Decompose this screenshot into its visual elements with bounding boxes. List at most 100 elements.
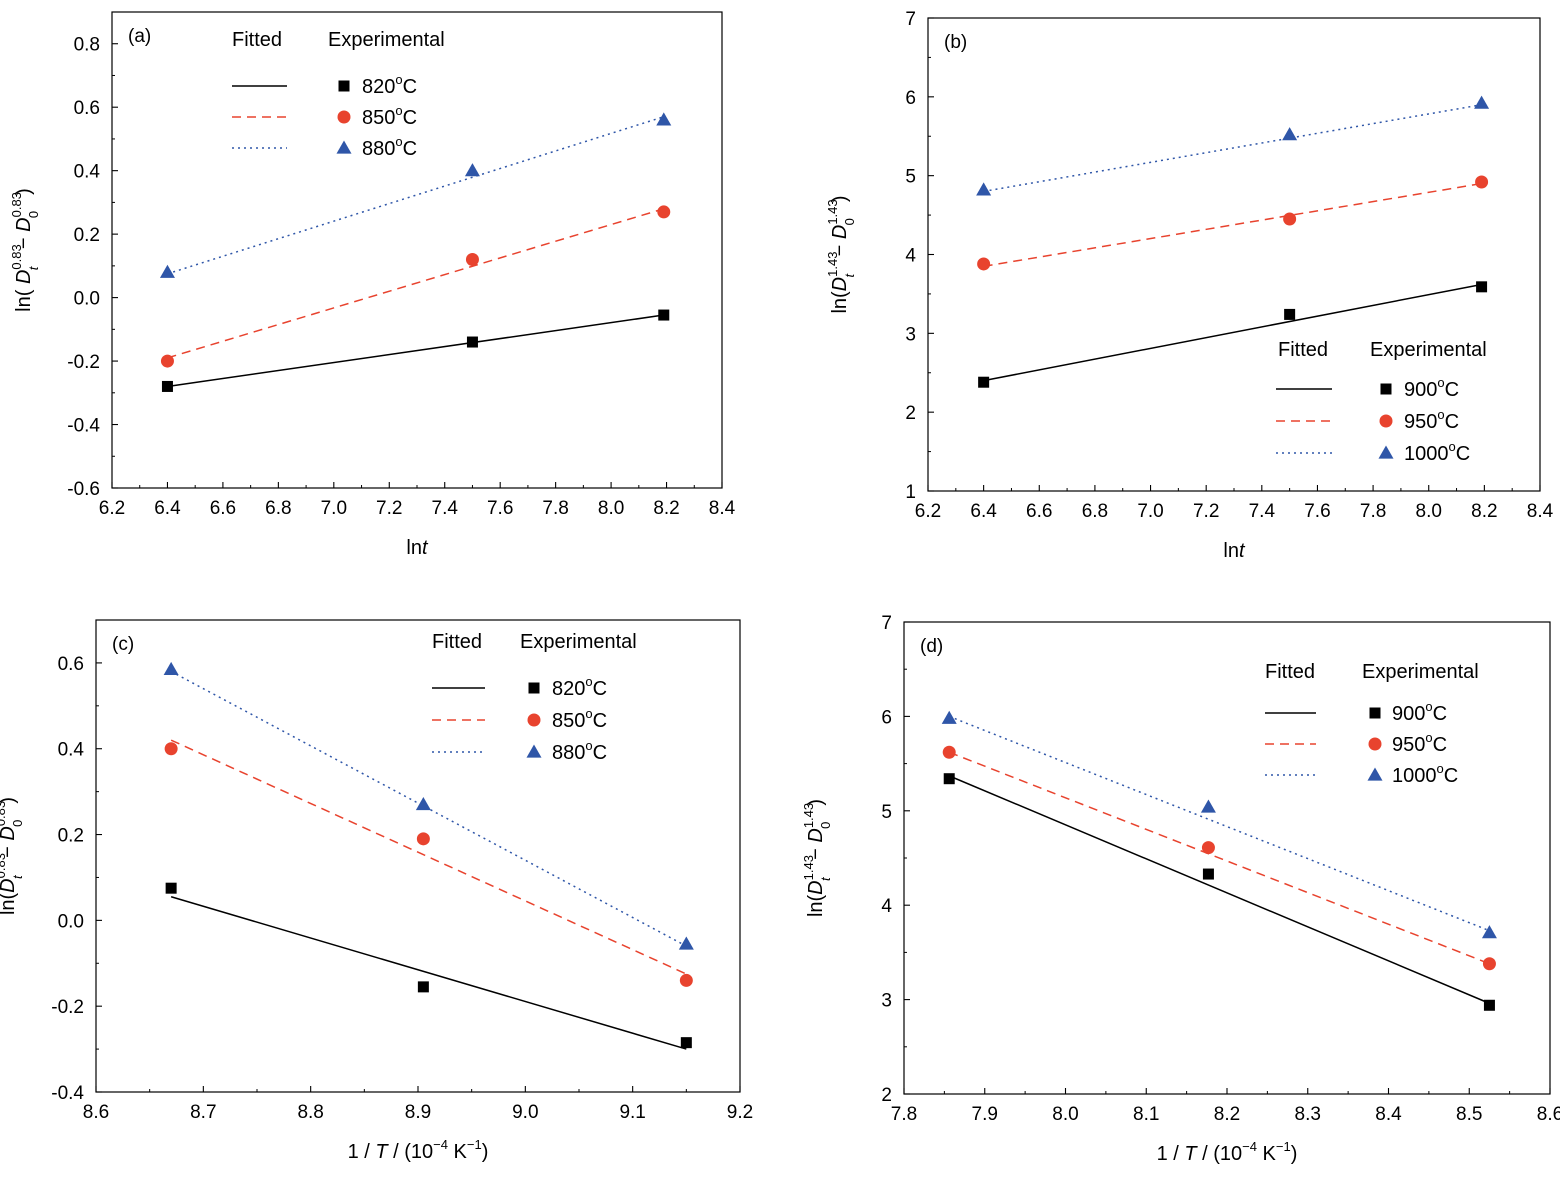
legend-marker-850 [337, 110, 351, 124]
data-point-950 [1475, 175, 1489, 189]
legend-label-850: 850oC [552, 706, 607, 732]
data-point-880 [159, 264, 175, 278]
data-point-1000 [1282, 127, 1298, 141]
data-point-1000 [976, 182, 992, 196]
x-tick-label: 6.6 [1026, 501, 1052, 522]
data-point-950 [942, 745, 956, 759]
x-tick-label: 7.0 [1137, 501, 1163, 522]
legend-marker-900 [1380, 383, 1392, 395]
data-point-1000 [1474, 95, 1490, 109]
x-tick-label: 7.2 [1193, 501, 1219, 522]
y-tick-label: 7 [905, 9, 916, 30]
panel-label: (c) [112, 634, 134, 655]
y-tick-label: 1 [905, 482, 916, 503]
y-axis-label: ln( D0.83 t − D0.83 0) [9, 188, 41, 312]
legend-marker-820 [528, 682, 540, 694]
x-tick-label: 6.6 [210, 498, 236, 519]
legend-marker-950 [1368, 737, 1382, 751]
legend-marker-820 [338, 80, 350, 92]
fitted-line-820 [167, 314, 664, 388]
y-tick-label: 2 [905, 403, 916, 424]
data-point-1000 [941, 710, 957, 724]
data-point-820 [417, 981, 429, 993]
data-point-900 [1202, 868, 1214, 880]
legend-marker-850 [527, 713, 541, 727]
fitted-line-820 [170, 896, 687, 1050]
x-axis-label: lnt [406, 537, 429, 559]
data-point-880 [415, 797, 431, 811]
fitted-line-1000 [948, 715, 1490, 932]
data-point-950 [1201, 841, 1215, 855]
x-tick-label: 8.0 [1052, 1104, 1078, 1125]
legend-marker-950 [1379, 414, 1393, 428]
legend-marker-880 [336, 140, 352, 154]
y-tick-label: 3 [905, 324, 916, 345]
data-point-900 [943, 773, 955, 785]
data-point-850 [657, 205, 671, 219]
y-tick-label: 0.0 [58, 911, 84, 932]
x-axis-label: lnt [1223, 540, 1246, 562]
data-point-900 [978, 376, 990, 388]
plot-frame [95, 619, 741, 1093]
fitted-line-950 [983, 182, 1482, 268]
data-point-850 [416, 832, 430, 846]
panel-label: (d) [920, 636, 943, 657]
x-tick-label: 7.9 [972, 1104, 998, 1125]
x-tick-label: 6.2 [99, 498, 125, 519]
data-point-850 [679, 973, 693, 987]
legend-label-950: 950oC [1392, 730, 1447, 756]
x-tick-label: 8.0 [1416, 501, 1442, 522]
panel-label: (b) [944, 32, 967, 53]
x-tick-label: 8.4 [1527, 501, 1554, 522]
y-tick-label: 0.8 [74, 35, 100, 56]
data-point-950 [1283, 212, 1297, 226]
data-point-850 [465, 253, 479, 267]
data-point-820 [165, 882, 177, 894]
legend-fitted-header: Fitted [1278, 339, 1328, 361]
y-tick-label: 6 [881, 707, 892, 728]
legend-fitted-header: Fitted [1265, 661, 1315, 683]
data-point-880 [656, 112, 672, 126]
y-tick-label: -0.2 [51, 997, 84, 1018]
legend-experimental-header: Experimental [328, 29, 445, 51]
x-tick-label: 8.8 [297, 1102, 323, 1123]
y-tick-label: -0.2 [67, 352, 100, 373]
chart-panel-a: 6.2 6.4 6.6 6.8 7.0 7.2 7.4 7.6 7.8 8.0 8.2 8.4 -0.6… [9, 11, 736, 559]
x-tick-label: 8.0 [598, 498, 624, 519]
x-axis-label: 1 / T / (10−4 K−1) [348, 1137, 489, 1163]
legend-marker-1000 [1378, 445, 1394, 459]
x-tick-label: 7.8 [1360, 501, 1386, 522]
y-tick-label: 2 [881, 1085, 892, 1106]
legend-label-820: 820oC [552, 674, 607, 700]
panel-label: (a) [128, 26, 151, 47]
y-tick-label: 5 [881, 802, 892, 823]
x-tick-label: 8.5 [1456, 1104, 1482, 1125]
x-tick-label: 7.4 [1249, 501, 1276, 522]
data-point-950 [1482, 957, 1496, 971]
legend-experimental-header: Experimental [520, 631, 637, 653]
legend-label-900: 900oC [1392, 699, 1447, 725]
y-tick-label: 6 [905, 88, 916, 109]
legend-label-880: 880oC [362, 134, 417, 160]
y-tick-label: 4 [905, 246, 916, 267]
x-tick-label: 8.2 [653, 498, 679, 519]
x-tick-label: 6.4 [970, 501, 997, 522]
legend-fitted-header: Fitted [432, 631, 482, 653]
y-tick-label: -0.4 [67, 416, 100, 437]
legend: Fitted Experimental 900oC 950oC 1000oC [1265, 661, 1479, 787]
fitted-line-900 [983, 283, 1482, 382]
y-tick-label: 5 [905, 167, 916, 188]
legend-label-820: 820oC [362, 72, 417, 98]
data-point-880 [678, 936, 694, 950]
legend: Fitted Experimental 820oC 850oC 880oC [232, 29, 445, 160]
legend-label-1000: 1000oC [1404, 439, 1470, 465]
x-tick-label: 6.8 [1082, 501, 1108, 522]
y-axis-label: ln(D1.43 t − D1.43 0) [825, 195, 857, 313]
legend-fitted-header: Fitted [232, 29, 282, 51]
fitted-line-1000 [983, 103, 1482, 193]
x-tick-label: 8.1 [1133, 1104, 1159, 1125]
x-tick-label: 8.6 [1537, 1104, 1560, 1125]
data-point-820 [466, 336, 478, 348]
legend-label-950: 950oC [1404, 407, 1459, 433]
